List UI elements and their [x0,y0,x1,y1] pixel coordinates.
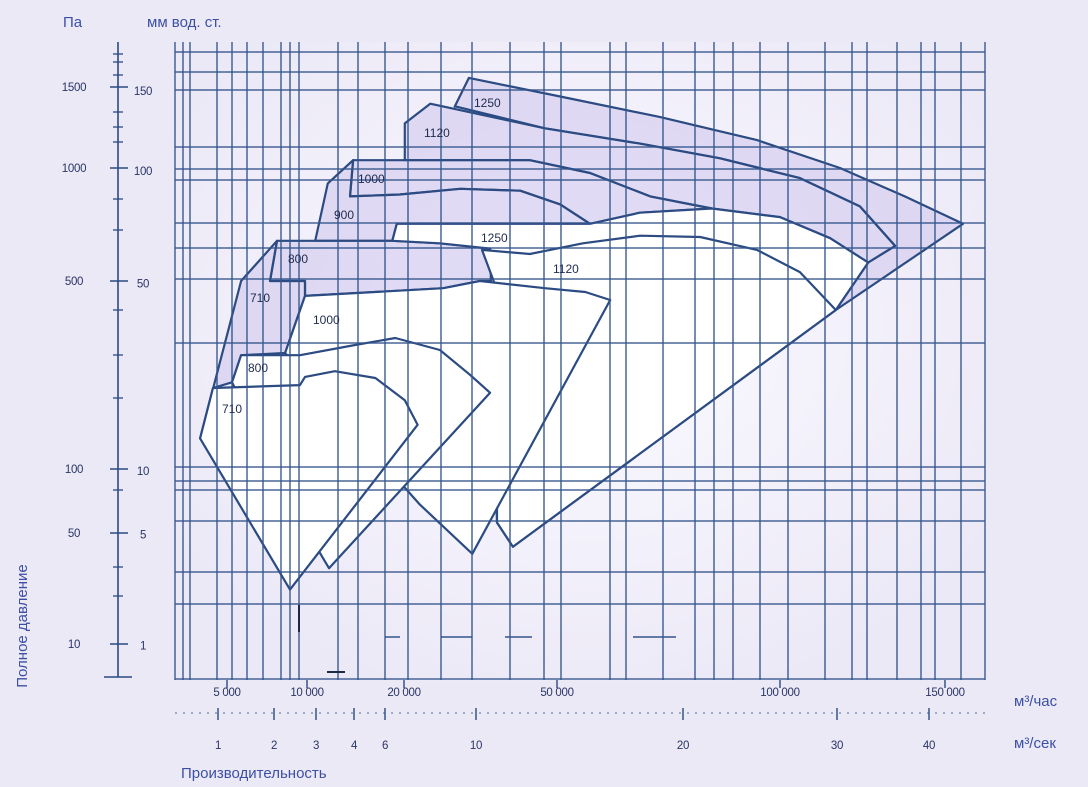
x-tick-label: 100 000 [760,687,799,699]
x-axis-title: Производительность [181,765,327,782]
x-tick-label: 5 000 [213,687,240,699]
x2-tick-label: 40 [923,740,935,752]
y-tick-label-pa: 50 [68,528,80,540]
x2-tick-label: 6 [382,740,388,752]
y-tick-label-mm: 100 [134,166,152,178]
curve-label-upper-1250: 1250 [474,96,501,110]
x2-tick-label: 4 [351,740,358,752]
axes: 1500 1000 500 100 50 10 150 100 50 10 5 1 5 000 10 00… [62,42,985,752]
curve-label-lower-1120: 1120 [553,262,579,276]
x-tick-label: 10 000 [290,687,323,699]
x-unit-per-hour: м³/час [1014,693,1058,710]
y-axis-title: Полное давление [14,564,31,688]
curve-label-lower-800: 800 [248,361,268,375]
x-unit-per-second: м³/сек [1014,735,1056,752]
curve-label-upper-800: 800 [288,252,308,266]
y-tick-label-mm: 10 [137,466,149,478]
y-tick-label-pa: 500 [65,276,83,288]
curve-label-lower-1250: 1250 [481,231,508,245]
curve-label-upper-710: 710 [250,291,270,305]
y-unit-pa: Па [63,14,83,31]
curve-labels: 1250 1120 1000 900 800 710 1250 1120 1000 800 710 [222,96,579,416]
y-unit-mm: мм вод. ст. [147,14,222,31]
curve-label-upper-1120: 1120 [424,126,450,140]
x2-tick-label: 1 [215,740,221,752]
x-tick-label: 150 000 [925,687,964,699]
x-tick-label: 50 000 [540,687,573,699]
y-tick-label-pa: 10 [68,639,80,651]
x2-tick-label: 3 [313,740,319,752]
x2-tick-label: 10 [470,740,482,752]
x2-tick-label: 30 [831,740,843,752]
x-tick-label: 20 000 [387,687,420,699]
y-tick-label-pa: 1000 [62,163,86,175]
curve-label-lower-710: 710 [222,402,242,416]
y-tick-label-mm: 150 [134,86,152,98]
y-tick-label-mm: 5 [140,529,146,541]
y-tick-label-mm: 50 [137,278,149,290]
curve-label-upper-900: 900 [334,208,354,222]
curve-label-upper-1000: 1000 [358,172,385,186]
y-tick-label-mm: 1 [140,640,146,652]
curve-label-lower-1000: 1000 [313,313,340,327]
performance-regions [199,76,965,591]
y-tick-label-pa: 100 [65,464,83,476]
x2-tick-label: 2 [271,740,277,752]
y-tick-label-pa: 1500 [62,82,86,94]
x2-tick-label: 20 [677,740,689,752]
grid [174,42,986,680]
